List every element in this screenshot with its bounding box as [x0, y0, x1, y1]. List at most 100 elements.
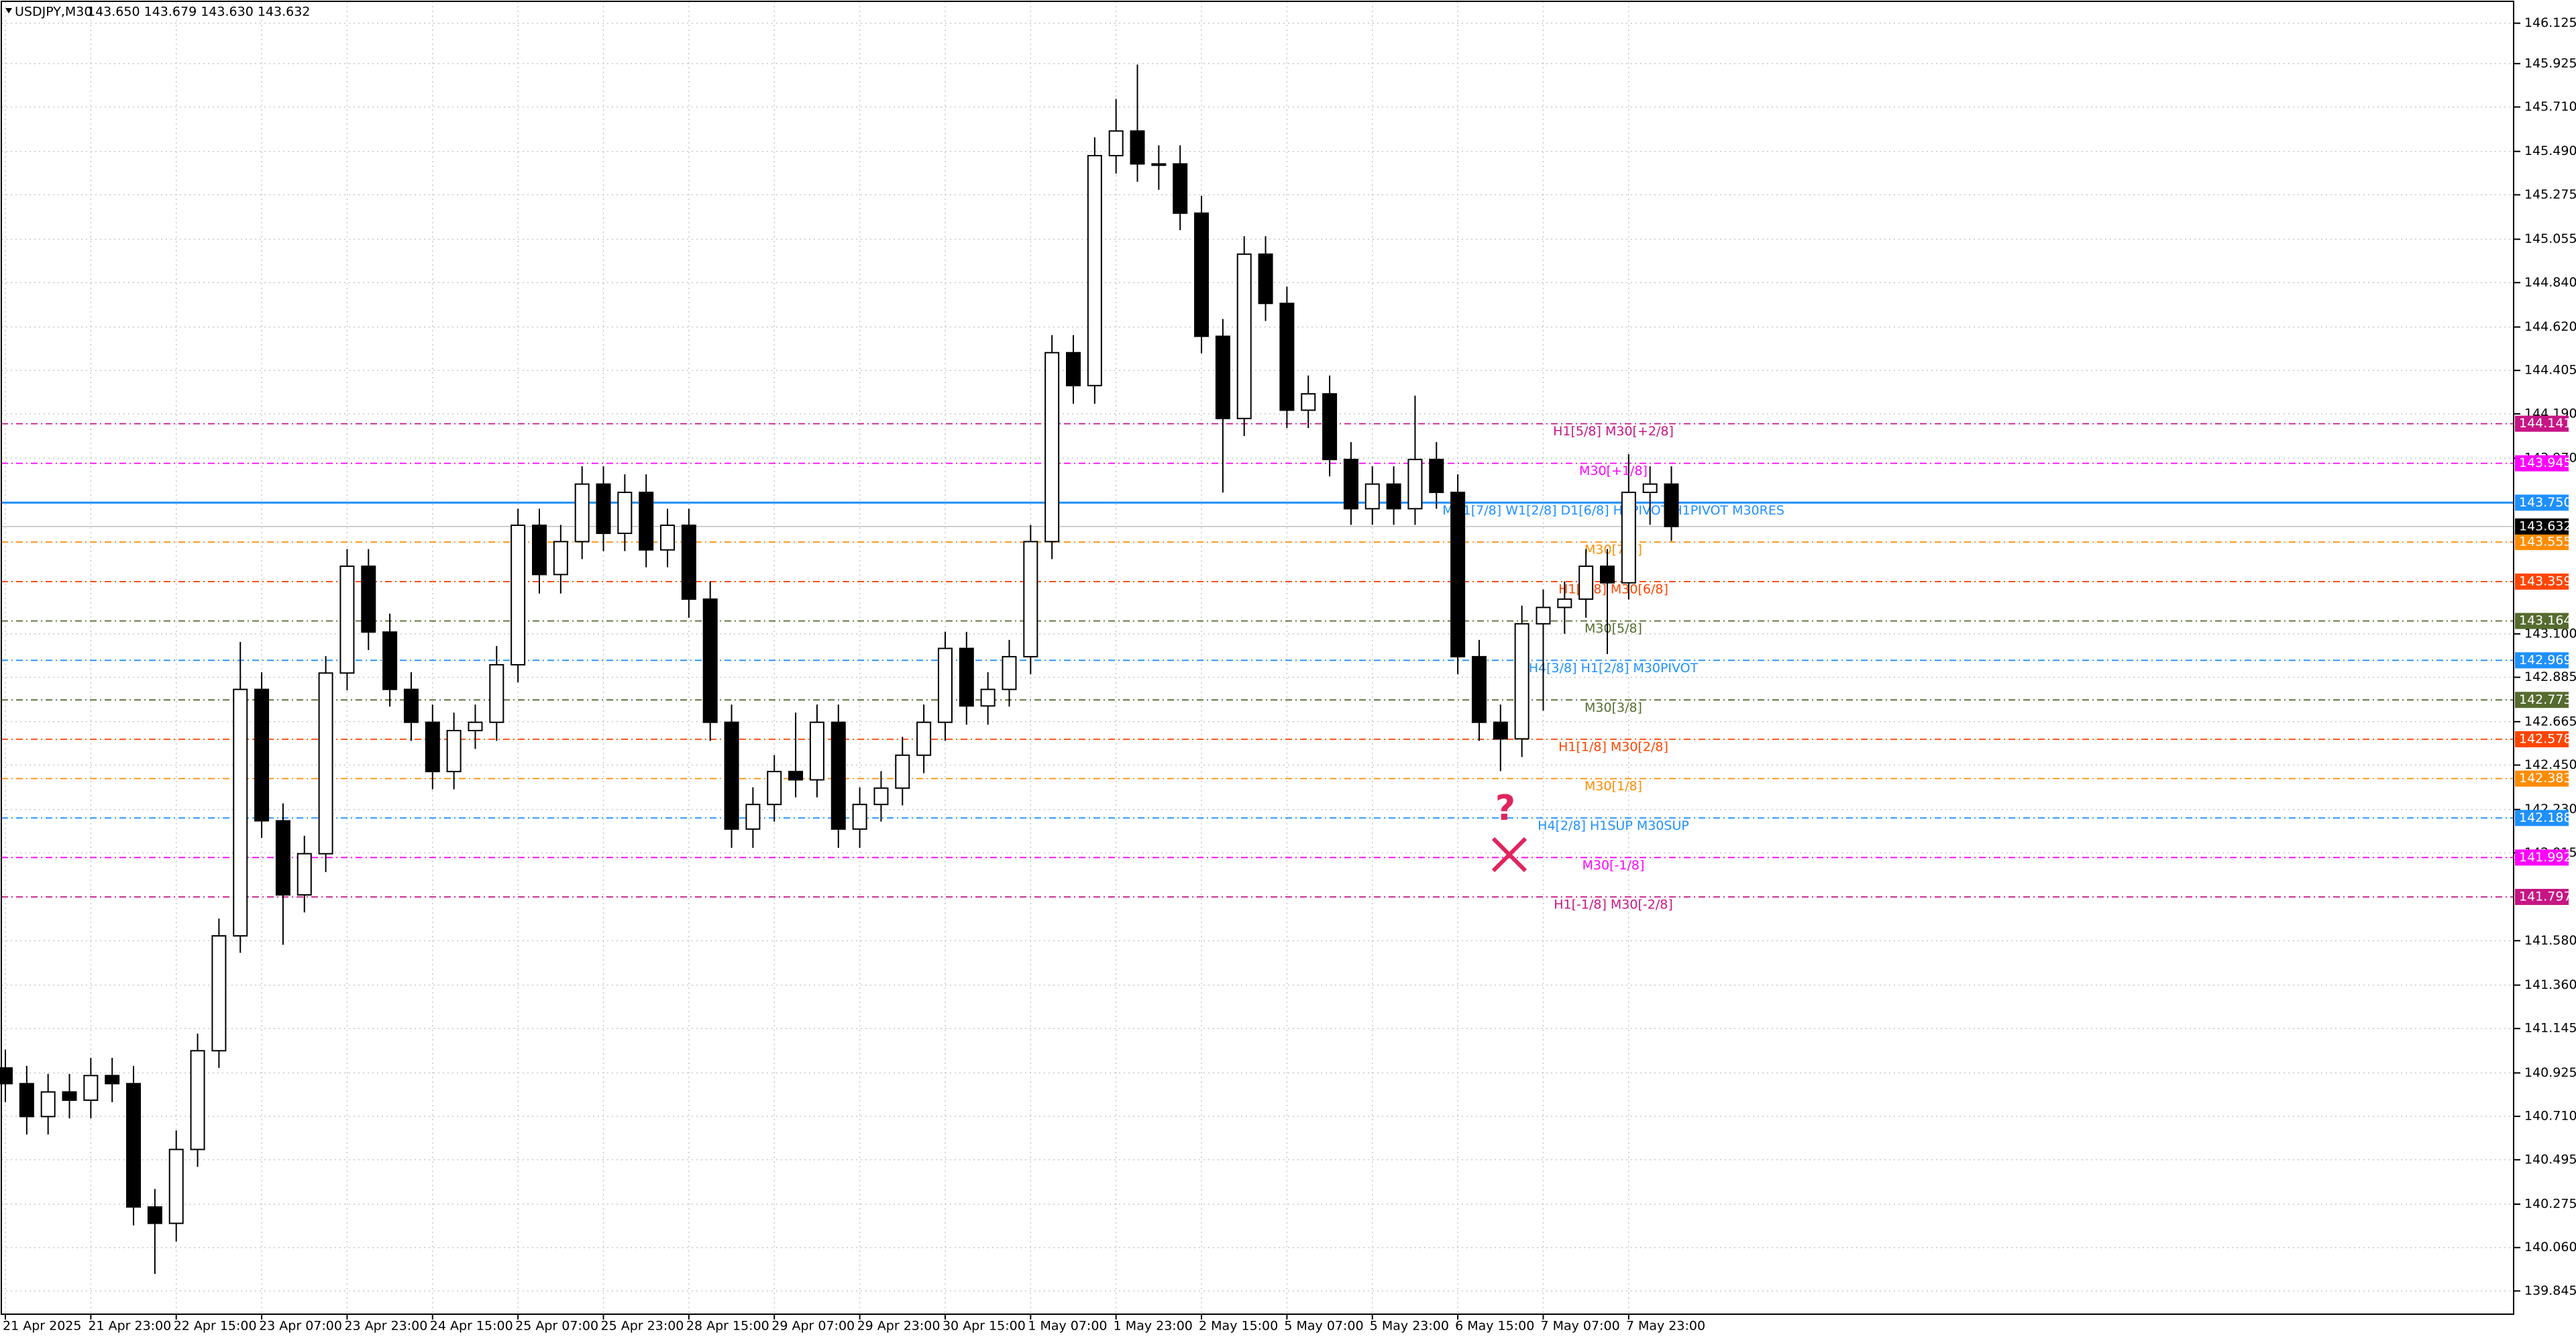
- level-label: M30[3/8]: [1585, 700, 1642, 715]
- y-tick-label: 146.125: [2524, 15, 2576, 30]
- price-tag: [2515, 612, 2569, 629]
- candle-body: [574, 483, 590, 543]
- candle-body: [1407, 458, 1423, 510]
- y-tick-label: 145.710: [2524, 99, 2576, 114]
- candle-body: [1023, 541, 1038, 657]
- candle-body: [916, 721, 932, 756]
- price-tag: [2515, 573, 2569, 590]
- y-tick-label: 145.490: [2524, 144, 2576, 158]
- candle-body: [446, 730, 462, 773]
- candle-body: [254, 688, 270, 822]
- y-tick-label: 145.055: [2524, 231, 2576, 246]
- candle-body: [639, 491, 654, 551]
- candle-body: [62, 1091, 77, 1102]
- price-tag: [2515, 810, 2569, 826]
- price-tag-label: 141.797: [2519, 889, 2572, 904]
- candle-body: [767, 771, 782, 806]
- level-label: M30[1/8]: [1585, 779, 1642, 794]
- candle-body: [19, 1083, 34, 1118]
- x-tick-label: 6 May 15:00: [1455, 1319, 1534, 1334]
- annotation-cross: [1491, 837, 1527, 873]
- price-tag-label: 143.945: [2519, 456, 2572, 470]
- price-tag: [2515, 731, 2569, 747]
- y-tick-label: 140.495: [2524, 1152, 2576, 1167]
- candle-body: [1493, 721, 1508, 740]
- price-tag-label: 143.750: [2519, 495, 2572, 510]
- candle-body: [1215, 335, 1230, 419]
- candle-body: [1600, 566, 1615, 584]
- x-tick-label: 21 Apr 23:00: [88, 1319, 171, 1334]
- candle-body: [1279, 303, 1295, 411]
- y-tick-label: 142.665: [2524, 714, 2576, 729]
- candle-body: [1044, 352, 1060, 543]
- price-tag: [2515, 692, 2569, 708]
- price-tag-label: 142.773: [2519, 692, 2572, 707]
- candle-body: [937, 647, 953, 723]
- price-tag: [2515, 415, 2569, 432]
- candle-body: [1514, 623, 1529, 740]
- candle-body: [1536, 606, 1551, 625]
- x-tick-label: 1 May 07:00: [1028, 1319, 1107, 1334]
- candle-body: [511, 524, 526, 665]
- candle-body: [532, 524, 547, 576]
- candle-body: [403, 688, 419, 723]
- x-tick-label: 21 Apr 2025: [3, 1319, 81, 1334]
- menu-arrow: [5, 8, 12, 13]
- x-tick-label: 29 Apr 07:00: [771, 1319, 855, 1334]
- y-tick-label: 142.450: [2524, 757, 2576, 772]
- x-tick-label: 1 May 23:00: [1114, 1319, 1193, 1334]
- candle-body: [297, 853, 312, 896]
- header-prices: 143.650 143.679 143.630 143.632: [87, 5, 310, 19]
- candle-body: [1130, 130, 1145, 165]
- candle-body: [1301, 393, 1316, 411]
- y-tick-label: 141.145: [2524, 1021, 2576, 1036]
- candle-body: [1066, 352, 1081, 386]
- candle-body: [1557, 598, 1572, 608]
- candle-body: [1386, 483, 1401, 510]
- level-label: H1[5/8] M30[+2/8]: [1553, 424, 1674, 439]
- x-tick-label: 23 Apr 23:00: [344, 1319, 427, 1334]
- candle-body: [596, 483, 611, 535]
- candle-body: [40, 1091, 56, 1118]
- price-tag: [2515, 770, 2569, 787]
- candle-body: [895, 754, 910, 789]
- candle-body: [126, 1083, 142, 1208]
- y-tick-label: 141.580: [2524, 933, 2576, 948]
- current-price-label: 143.632: [2519, 519, 2572, 533]
- y-tick-label: 145.275: [2524, 187, 2576, 202]
- candle-body: [1664, 483, 1679, 527]
- x-tick-label: 29 Apr 23:00: [857, 1319, 941, 1334]
- axis: 146.125 145.925 145.710 145.490 145.275 145.0…: [3, 15, 2576, 1333]
- candle-body: [1087, 155, 1102, 386]
- grid: [1, 1, 2514, 1314]
- candle-body: [339, 566, 355, 674]
- candle-body: [1002, 655, 1017, 690]
- x-tick-label: 25 Apr 07:00: [515, 1319, 598, 1334]
- price-tag-label: 142.578: [2519, 731, 2572, 746]
- y-tick-label: 142.885: [2524, 670, 2576, 684]
- candle-body: [1642, 483, 1658, 493]
- candle-body: [745, 804, 761, 830]
- candle-body: [617, 491, 633, 535]
- candle-body: [980, 688, 996, 707]
- candle-body: [275, 820, 290, 896]
- x-tick-label: 5 May 23:00: [1370, 1319, 1449, 1334]
- y-tick-label: 144.620: [2524, 319, 2576, 334]
- y-tick-label: 144.405: [2524, 363, 2576, 378]
- candle-body: [1471, 655, 1487, 723]
- x-tick-label: 30 Apr 15:00: [943, 1319, 1026, 1334]
- level-label: M30[5/8]: [1585, 621, 1642, 636]
- candle-body: [788, 771, 804, 781]
- candle-body: [105, 1075, 120, 1085]
- price-tag-label: 141.992: [2519, 850, 2572, 865]
- price-tag-label: 142.188: [2519, 810, 2572, 825]
- plot-frame: [1, 1, 2514, 1315]
- y-tick-label: 140.275: [2524, 1196, 2576, 1211]
- candle-body: [1450, 491, 1466, 657]
- candle-body: [681, 524, 696, 600]
- annotation-question: ?: [1495, 788, 1515, 828]
- price-tag-label: 144.141: [2519, 416, 2572, 431]
- candle-body: [1621, 491, 1636, 584]
